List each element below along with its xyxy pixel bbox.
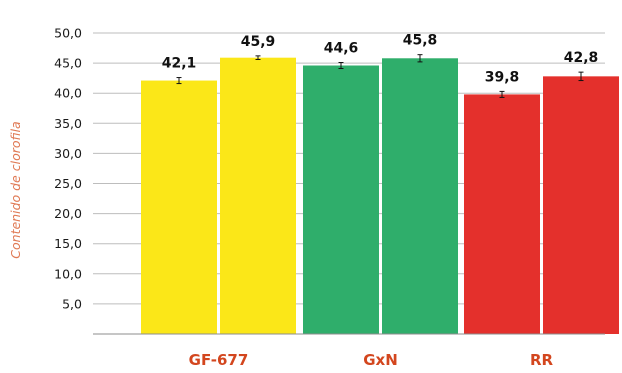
category-label: GxN xyxy=(363,351,398,369)
y-tick-label: 10,0 xyxy=(54,266,82,281)
y-tick-label: 5,0 xyxy=(62,296,82,311)
bars xyxy=(141,57,619,335)
y-tick-label: 45,0 xyxy=(54,56,82,71)
data-label: 42,1 xyxy=(162,56,197,72)
data-label: 45,8 xyxy=(403,33,438,49)
bar xyxy=(543,76,619,335)
bar xyxy=(464,94,540,335)
error-bars xyxy=(176,54,584,98)
data-label: 39,8 xyxy=(485,69,520,85)
category-labels: GF-677 GxN RR xyxy=(189,351,554,369)
y-tick-label: 35,0 xyxy=(54,116,82,131)
data-label: 42,8 xyxy=(564,50,599,66)
y-tick-label: 20,0 xyxy=(54,206,82,221)
data-labels: 42,1 45,9 44,6 45,8 39,8 42,8 xyxy=(162,33,599,86)
category-label: RR xyxy=(530,351,554,369)
category-label: GF-677 xyxy=(189,351,249,369)
y-tick-label: 15,0 xyxy=(54,236,82,251)
bar xyxy=(220,57,296,334)
data-label: 44,6 xyxy=(324,40,359,56)
bar xyxy=(303,65,379,335)
bar xyxy=(382,58,458,335)
y-tick-label: 40,0 xyxy=(54,86,82,101)
y-tick-label: 50,0 xyxy=(54,26,82,41)
y-tick-label: 25,0 xyxy=(54,176,82,191)
bar xyxy=(141,80,217,334)
y-tick-label: 30,0 xyxy=(54,146,82,161)
y-axis-title: Contenido de clorofila xyxy=(8,121,23,258)
y-axis-ticks: 5,0 10,0 15,0 20,0 25,0 30,0 35,0 40,0 45,0 50,0 xyxy=(54,26,82,312)
data-label: 45,9 xyxy=(241,34,276,50)
